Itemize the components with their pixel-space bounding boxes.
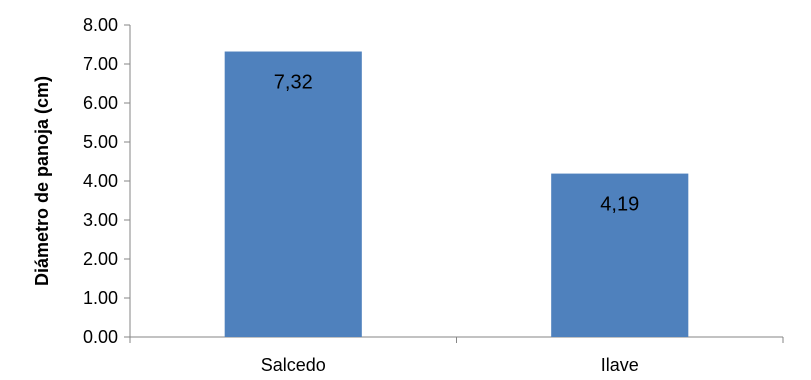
y-tick-label: 8.00	[83, 15, 118, 35]
y-tick-label: 1.00	[83, 288, 118, 308]
data-label: 4,19	[600, 194, 639, 216]
y-tick-label: 3.00	[83, 210, 118, 230]
x-tick-label: Ilave	[601, 355, 639, 375]
plot-area: 0.00 1.00 2.00 3.00 4.00 5.00 6.00 7.00 8.00 7,32…	[83, 15, 784, 375]
y-tick-label: 2.00	[83, 249, 118, 269]
y-tick-label: 5.00	[83, 132, 118, 152]
data-label: 7,32	[274, 72, 313, 94]
bar-salcedo	[224, 51, 362, 338]
x-tick-label: Salcedo	[261, 355, 326, 375]
y-axis-title: Diámetro de panoja (cm)	[32, 76, 52, 286]
bar-ilave	[551, 173, 689, 337]
y-tick-label: 0.00	[83, 327, 118, 347]
y-tick-label: 7.00	[83, 54, 118, 74]
y-tick-label: 4.00	[83, 171, 118, 191]
y-tick-label: 6.00	[83, 93, 118, 113]
